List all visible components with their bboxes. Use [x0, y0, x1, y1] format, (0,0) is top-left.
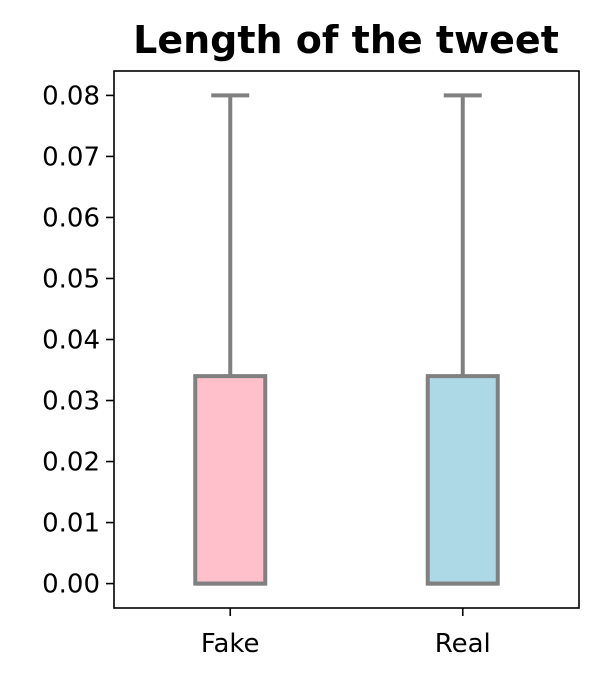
y-tick-label: 0.01 — [42, 509, 100, 539]
x-tick-label: Fake — [201, 629, 260, 659]
plot-frame — [113, 70, 580, 609]
y-tick-label: 0.03 — [42, 387, 100, 417]
box-real — [425, 93, 500, 586]
box-fake — [193, 93, 268, 586]
plot-area — [193, 93, 500, 586]
x-tick-label: Real — [435, 629, 491, 659]
y-axis: 0.00 0.01 0.02 0.03 0.04 0.05 0.06 0.07 0.08 — [42, 81, 114, 600]
y-tick-label: 0.02 — [42, 448, 100, 478]
y-tick-label: 0.05 — [42, 264, 100, 294]
y-tick-label: 0.08 — [42, 81, 100, 111]
box-body — [193, 374, 268, 586]
y-tick-label: 0.07 — [42, 142, 100, 172]
y-tick-label: 0.06 — [42, 203, 100, 233]
box-body — [425, 374, 500, 586]
x-axis: Fake Real — [201, 608, 491, 659]
y-tick-label: 0.00 — [42, 570, 100, 600]
y-tick-label: 0.04 — [42, 326, 100, 356]
chart-title: Length of the tweet — [133, 18, 559, 62]
